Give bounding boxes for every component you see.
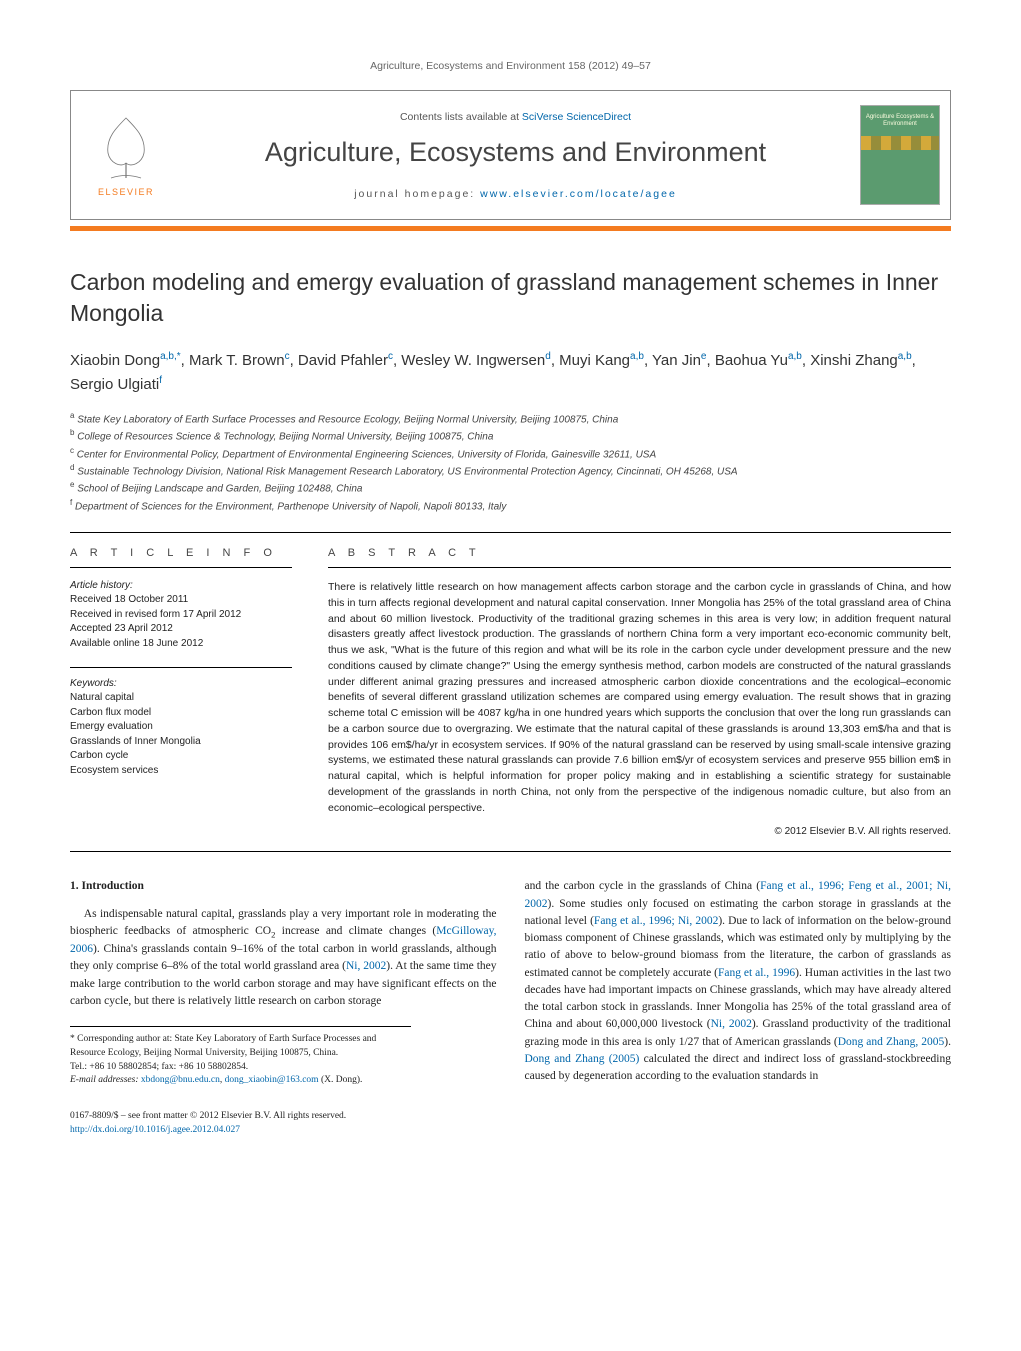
affiliation-line: e School of Beijing Landscape and Garden…: [70, 479, 951, 496]
p1r-f: ).: [944, 1036, 951, 1048]
keyword-line: Natural capital: [70, 691, 292, 706]
article-info-column: A R T I C L E I N F O Article history: R…: [70, 533, 310, 852]
body-two-columns: 1. Introduction As indispensable natural…: [70, 878, 951, 1088]
page-footer: 0167-8809/$ – see front matter © 2012 El…: [70, 1110, 951, 1138]
orange-divider-bar: [70, 226, 951, 231]
keyword-line: Emergy evaluation: [70, 720, 292, 735]
abstract-label: A B S T R A C T: [328, 547, 951, 568]
journal-homepage-line: journal homepage: www.elsevier.com/locat…: [354, 188, 677, 200]
body-column-left: 1. Introduction As indispensable natural…: [70, 878, 497, 1088]
keyword-line: Grasslands of Inner Mongolia: [70, 735, 292, 750]
affiliation-line: d Sustainable Technology Division, Natio…: [70, 462, 951, 479]
cover-thumbnail-title: Agriculture Ecosystems & Environment: [861, 114, 939, 128]
elsevier-wordmark: ELSEVIER: [98, 187, 154, 197]
running-head: Agriculture, Ecosystems and Environment …: [70, 60, 951, 72]
abstract-text: There is relatively little research on h…: [328, 580, 951, 816]
citation-dong-zhang-2005-b[interactable]: Dong and Zhang (2005): [525, 1053, 640, 1065]
email-who: (X. Dong).: [319, 1075, 363, 1085]
author-list: Xiaobin Donga,b,*, Mark T. Brownc, David…: [70, 349, 951, 396]
history-line: Received in revised form 17 April 2012: [70, 608, 292, 623]
body-column-right: and the carbon cycle in the grasslands o…: [525, 878, 952, 1088]
article-history-lines: Received 18 October 2011Received in revi…: [70, 593, 292, 651]
affiliations-list: a State Key Laboratory of Earth Surface …: [70, 410, 951, 514]
affiliation-line: b College of Resources Science & Technol…: [70, 427, 951, 444]
p1-text-b: increase and climate changes (: [275, 925, 436, 937]
citation-dong-zhang-2005-a[interactable]: Dong and Zhang, 2005: [838, 1036, 945, 1048]
citation-ni-2002-b[interactable]: Ni, 2002: [711, 1018, 752, 1030]
cover-decorative-band: [861, 136, 939, 150]
sciencedirect-link[interactable]: SciVerse ScienceDirect: [522, 111, 631, 123]
citation-fang-1996[interactable]: Fang et al., 1996: [718, 967, 795, 979]
homepage-link[interactable]: www.elsevier.com/locate/agee: [480, 188, 677, 200]
journal-cover-thumbnail: Agriculture Ecosystems & Environment: [860, 105, 940, 205]
masthead-center: Contents lists available at SciVerse Sci…: [181, 91, 850, 219]
email-footnote: E-mail addresses: xbdong@bnu.edu.cn, don…: [70, 1074, 411, 1088]
article-history-head: Article history:: [70, 580, 292, 591]
keyword-lines: Natural capitalCarbon flux modelEmergy e…: [70, 691, 292, 778]
contents-prefix: Contents lists available at: [400, 111, 522, 123]
affiliation-line: a State Key Laboratory of Earth Surface …: [70, 410, 951, 427]
p1r-a: and the carbon cycle in the grasslands o…: [525, 880, 761, 892]
front-matter-line: 0167-8809/$ – see front matter © 2012 El…: [70, 1110, 951, 1124]
abstract-column: A B S T R A C T There is relatively litt…: [310, 533, 951, 852]
email-link-1[interactable]: xbdong@bnu.edu.cn: [141, 1075, 220, 1085]
abstract-copyright: © 2012 Elsevier B.V. All rights reserved…: [328, 826, 951, 837]
citation-ni-2002-a[interactable]: Ni, 2002: [346, 960, 386, 972]
elsevier-logo-block: ELSEVIER: [71, 91, 181, 219]
article-title: Carbon modeling and emergy evaluation of…: [70, 267, 951, 329]
cover-thumbnail-block: Agriculture Ecosystems & Environment: [850, 91, 950, 219]
affiliation-line: f Department of Sciences for the Environ…: [70, 497, 951, 514]
email-addresses-label: E-mail addresses:: [70, 1075, 141, 1085]
journal-masthead: ELSEVIER Contents lists available at Sci…: [70, 90, 951, 220]
keyword-line: Carbon cycle: [70, 749, 292, 764]
section-1-heading: 1. Introduction: [70, 878, 497, 895]
tel-fax-footnote: Tel.: +86 10 58802854; fax: +86 10 58802…: [70, 1061, 411, 1075]
corresponding-author-footnote: * Corresponding author at: State Key Lab…: [70, 1033, 411, 1061]
email-link-2[interactable]: dong_xiaobin@163.com: [225, 1075, 319, 1085]
keywords-head: Keywords:: [70, 667, 292, 689]
history-line: Accepted 23 April 2012: [70, 622, 292, 637]
contents-available-line: Contents lists available at SciVerse Sci…: [400, 111, 631, 123]
journal-name: Agriculture, Ecosystems and Environment: [265, 137, 766, 168]
doi-link[interactable]: http://dx.doi.org/10.1016/j.agee.2012.04…: [70, 1124, 951, 1138]
intro-paragraph-1: As indispensable natural capital, grassl…: [70, 906, 497, 1010]
article-info-label: A R T I C L E I N F O: [70, 547, 292, 568]
intro-paragraph-1-cont: and the carbon cycle in the grasslands o…: [525, 878, 952, 1085]
affiliation-line: c Center for Environmental Policy, Depar…: [70, 445, 951, 462]
history-line: Available online 18 June 2012: [70, 637, 292, 652]
history-line: Received 18 October 2011: [70, 593, 292, 608]
info-abstract-row: A R T I C L E I N F O Article history: R…: [70, 532, 951, 852]
homepage-prefix: journal homepage:: [354, 188, 480, 200]
citation-fang-ni[interactable]: Fang et al., 1996; Ni, 2002: [594, 915, 718, 927]
footnotes-block: * Corresponding author at: State Key Lab…: [70, 1026, 411, 1088]
keyword-line: Carbon flux model: [70, 706, 292, 721]
keyword-line: Ecosystem services: [70, 764, 292, 779]
elsevier-tree-icon: [96, 113, 156, 183]
